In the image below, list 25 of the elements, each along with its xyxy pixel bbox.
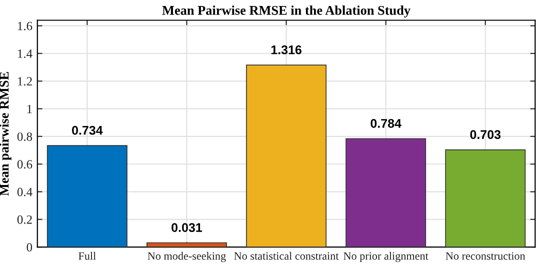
y-tick-label: 0.2 (17, 215, 32, 224)
y-tick-label: 1 (27, 104, 32, 114)
y-tick-label: 0 (26, 243, 32, 252)
y-tick-label: 0.4 (17, 188, 32, 196)
bar (445, 149, 526, 248)
bar (246, 64, 327, 248)
y-tick-label: 1.6 (18, 22, 32, 30)
x-tick-label: No reconstruction (446, 252, 526, 260)
x-tick-label: Full (78, 252, 96, 260)
x-tick-label: No mode-seeking (148, 252, 226, 262)
y-tick-label: 1.4 (18, 50, 32, 58)
y-tick-label: 0.6 (17, 160, 32, 169)
data-label: 1.316 (271, 45, 302, 54)
data-label: 0.784 (370, 118, 402, 128)
data-label: 0.734 (72, 126, 103, 135)
chart-title: Mean Pairwise RMSE in the Ablation Study (162, 6, 410, 18)
y-tick-label: 0.8 (17, 132, 32, 141)
data-label: 0.703 (470, 130, 501, 140)
bar (146, 242, 227, 248)
x-tick-label: No prior alignment (344, 252, 428, 262)
bar (46, 145, 128, 248)
x-tick-label: No statistical constraint (234, 252, 339, 260)
y-tick-label: 1.2 (18, 77, 32, 86)
bar (346, 138, 426, 248)
data-label: 0.031 (172, 223, 202, 232)
